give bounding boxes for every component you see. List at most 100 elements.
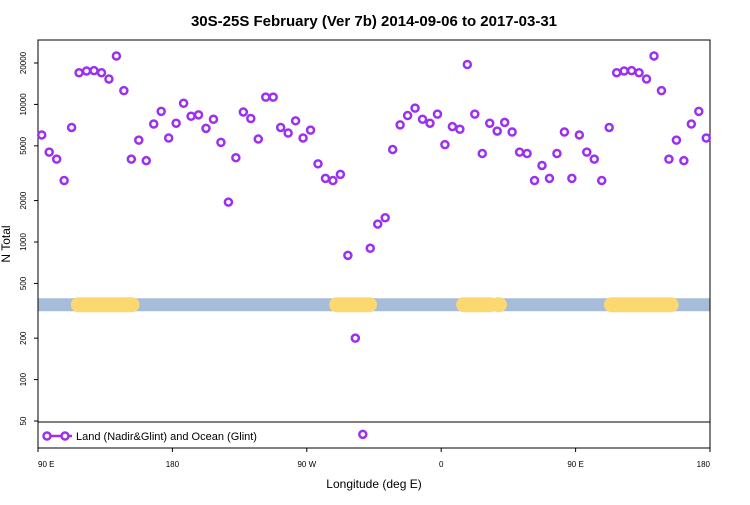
y-tick-label-2000: 2000	[19, 191, 28, 209]
data-point-18	[171, 118, 181, 128]
data-point-88	[694, 106, 704, 117]
x-axis-label: Longitude (deg E)	[326, 477, 421, 491]
data-point-33	[283, 128, 293, 138]
data-point-83	[656, 85, 667, 96]
data-point-59	[477, 148, 488, 159]
data-point-71	[567, 173, 577, 184]
data-point-74	[589, 154, 600, 164]
data-point-63	[507, 127, 517, 137]
data-point-78	[619, 66, 629, 76]
data-point-11	[119, 85, 129, 96]
x-axis: 90 E 180 90 W 0 90 E 180	[37, 448, 711, 469]
y-axis-label: N Total	[0, 225, 13, 262]
data-point-24	[216, 137, 226, 148]
chart-title: 30S-25S February (Ver 7b) 2014-09-06 to …	[191, 13, 557, 30]
data-point-12	[126, 154, 137, 164]
data-point-0	[36, 130, 47, 140]
data-point-79	[626, 65, 637, 76]
data-point-69	[552, 148, 562, 159]
data-point-3	[59, 175, 69, 186]
data-point-19	[178, 98, 189, 108]
x-tick-label-3: 0	[439, 460, 444, 469]
data-point-84	[664, 154, 674, 164]
data-point-80	[634, 67, 644, 78]
data-point-20	[186, 111, 196, 122]
data-point-81	[641, 74, 652, 84]
data-point-28	[246, 113, 256, 124]
data-point-43	[358, 429, 368, 440]
y-tick-label-5000: 5000	[19, 136, 28, 154]
data-point-26	[231, 152, 241, 163]
data-point-22	[201, 123, 211, 134]
data-point-42	[350, 333, 361, 343]
legend: Land (Nadir&Glint) and Ocean (Glint)	[42, 431, 257, 443]
data-point-85	[671, 135, 682, 145]
data-points	[36, 51, 712, 440]
data-point-39	[328, 175, 338, 186]
y-tick-label-200: 200	[19, 331, 28, 345]
data-point-29	[253, 134, 264, 144]
data-point-45	[372, 219, 383, 229]
data-point-16	[156, 106, 166, 117]
data-point-32	[275, 122, 286, 133]
data-point-67	[537, 160, 547, 171]
plot-frame	[37, 39, 711, 449]
data-point-54	[440, 139, 450, 150]
data-point-36	[305, 125, 316, 135]
data-point-76	[604, 122, 614, 133]
x-tick-label-1: 180	[166, 460, 180, 469]
data-point-25	[223, 197, 234, 207]
data-point-57	[462, 59, 473, 70]
data-point-72	[574, 130, 585, 140]
data-point-68	[544, 173, 555, 184]
legend-marker-left	[42, 431, 52, 441]
data-point-52	[425, 118, 435, 128]
y-tick-label-10000: 10000	[19, 93, 28, 116]
data-point-15	[148, 119, 159, 129]
data-point-64	[514, 147, 525, 157]
data-point-6	[81, 66, 92, 76]
data-point-47	[387, 144, 398, 155]
data-point-41	[343, 250, 353, 261]
x-tick-label-2: 90 W	[297, 460, 316, 469]
data-point-9	[104, 74, 114, 84]
y-tick-label-500: 500	[19, 276, 28, 290]
data-point-51	[417, 114, 428, 125]
data-point-87	[686, 119, 697, 129]
data-point-13	[134, 135, 144, 145]
data-point-14	[141, 155, 152, 166]
data-point-73	[582, 147, 592, 157]
x-tick-label-0: 90 E	[38, 460, 54, 469]
data-point-50	[410, 103, 420, 113]
data-point-62	[499, 117, 510, 128]
data-point-30	[260, 92, 271, 102]
data-point-53	[432, 109, 443, 119]
data-point-7	[89, 65, 99, 76]
legend-marker-right	[60, 431, 70, 441]
data-point-8	[96, 67, 107, 78]
data-point-2	[51, 154, 62, 164]
data-point-65	[522, 148, 532, 159]
data-point-89	[701, 133, 712, 143]
data-point-77	[611, 67, 622, 78]
x-tick-label-5: 180	[697, 460, 711, 469]
data-point-56	[455, 124, 465, 134]
data-point-34	[290, 116, 301, 126]
data-point-61	[492, 126, 502, 136]
data-point-48	[395, 120, 405, 130]
data-point-35	[298, 133, 308, 143]
y-tick-label-50: 50	[19, 416, 28, 425]
data-point-66	[529, 175, 540, 186]
data-point-5	[74, 67, 84, 78]
legend-entry-label: Land (Nadir&Glint) and Ocean (Glint)	[76, 431, 257, 443]
data-point-27	[238, 107, 249, 117]
data-point-37	[313, 159, 323, 169]
y-tick-label-1000: 1000	[19, 233, 28, 251]
data-point-75	[596, 175, 607, 186]
data-point-55	[447, 121, 458, 132]
data-point-17	[163, 133, 174, 143]
data-point-60	[484, 118, 495, 128]
data-point-10	[111, 51, 122, 61]
data-point-31	[268, 92, 278, 102]
